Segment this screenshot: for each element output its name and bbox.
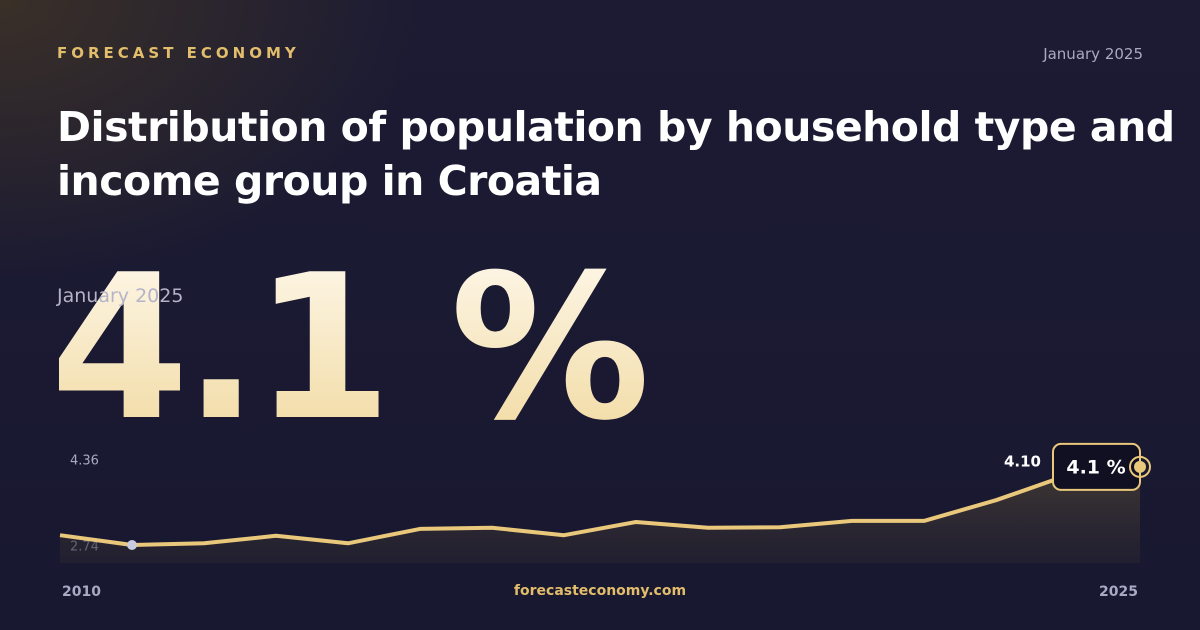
end-label: 4.10 (1004, 452, 1041, 470)
x-last-label: 2025 (1099, 584, 1138, 600)
site: forecasteconomy.com (513, 583, 687, 599)
date: January 2025 (1043, 45, 1143, 63)
badge-label: 4.1 % (1066, 456, 1125, 478)
title: Distribution of population by household … (57, 103, 1175, 205)
brand: FORECAST ECONOMY (57, 44, 300, 62)
headline-date: January 2025 (57, 285, 184, 307)
headline-value: 4.1 % (50, 232, 650, 465)
y-max-label: 4.36 (70, 454, 99, 469)
min-point (127, 540, 137, 550)
end-point (1134, 460, 1146, 473)
end-ring (1129, 455, 1151, 478)
line (59, 464, 1141, 547)
area-fill (60, 466, 1140, 563)
x-first-label: 2010 (62, 584, 101, 600)
